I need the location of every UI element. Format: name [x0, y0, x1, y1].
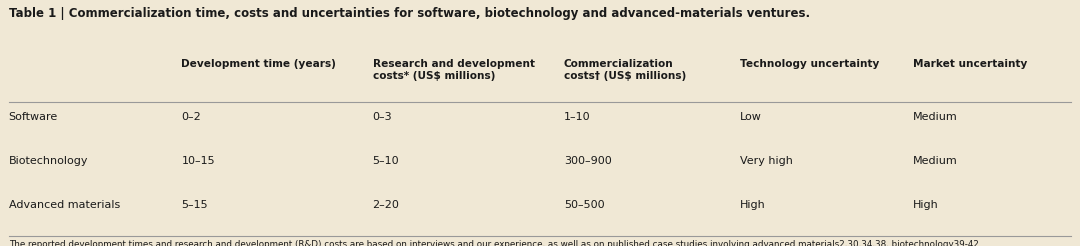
Text: Technology uncertainty: Technology uncertainty — [740, 59, 879, 69]
Text: Market uncertainty: Market uncertainty — [913, 59, 1027, 69]
Text: 5–15: 5–15 — [181, 200, 208, 211]
Text: Advanced materials: Advanced materials — [9, 200, 120, 211]
Text: High: High — [740, 200, 766, 211]
Text: Biotechnology: Biotechnology — [9, 156, 89, 166]
Text: Software: Software — [9, 112, 58, 122]
Text: The reported development times and research and development (R&D) costs are base: The reported development times and resea… — [9, 240, 978, 246]
Text: Low: Low — [740, 112, 761, 122]
Text: Commercialization
costs† (US$ millions): Commercialization costs† (US$ millions) — [564, 59, 686, 81]
Text: 0–2: 0–2 — [181, 112, 201, 122]
Text: Development time (years): Development time (years) — [181, 59, 336, 69]
Text: Very high: Very high — [740, 156, 793, 166]
Text: 1–10: 1–10 — [564, 112, 591, 122]
Text: Medium: Medium — [913, 112, 957, 122]
Text: High: High — [913, 200, 939, 211]
Text: 10–15: 10–15 — [181, 156, 215, 166]
Text: Medium: Medium — [913, 156, 957, 166]
Text: 5–10: 5–10 — [373, 156, 400, 166]
Text: 50–500: 50–500 — [564, 200, 605, 211]
Text: Table 1 | Commercialization time, costs and uncertainties for software, biotechn: Table 1 | Commercialization time, costs … — [9, 7, 810, 20]
Text: 300–900: 300–900 — [564, 156, 611, 166]
Text: 2–20: 2–20 — [373, 200, 400, 211]
Text: Research and development
costs* (US$ millions): Research and development costs* (US$ mil… — [373, 59, 535, 81]
Text: 0–3: 0–3 — [373, 112, 392, 122]
